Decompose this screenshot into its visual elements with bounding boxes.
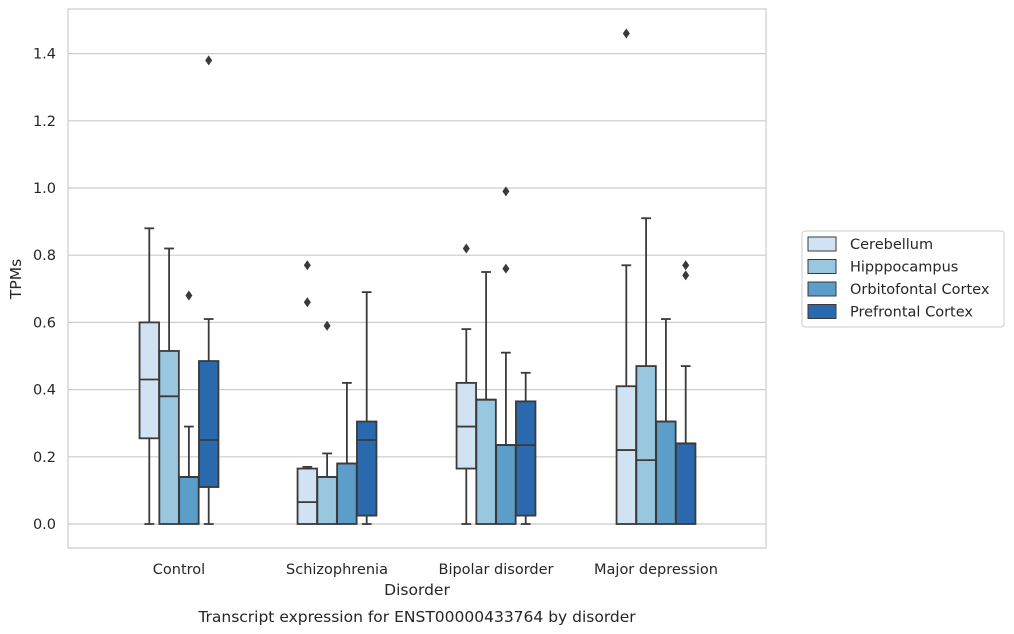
box-3-3: [675, 260, 697, 525]
y-tick-label: 0.2: [33, 450, 56, 466]
box-body: [675, 442, 697, 525]
outlier-point: [303, 260, 311, 271]
box-body: [356, 420, 378, 517]
box-body: [515, 400, 537, 517]
box-3-2: [655, 318, 677, 525]
y-axis-ticks: 0.0 0.2 0.4 0.6 0.8 1.0 1.2 1.4: [33, 47, 56, 533]
legend-label: Prefrontal Cortex: [850, 305, 973, 321]
outlier-point: [462, 243, 470, 254]
outlier-point: [682, 270, 690, 281]
outlier-point: [622, 28, 630, 39]
y-axis-title: TPMs: [7, 259, 25, 300]
box-body: [158, 350, 180, 525]
legend-swatch: [807, 281, 837, 297]
box-body: [655, 420, 677, 525]
legend-label: Hipppocampus: [850, 260, 958, 276]
box-0-2: [178, 290, 200, 525]
box-2-3: [515, 371, 537, 525]
box-3-1: [635, 217, 657, 525]
box-body: [495, 444, 517, 525]
outlier-point: [205, 55, 213, 66]
x-axis-ticks: Control Schizophrenia Bipolar disorder Majo…: [153, 562, 718, 578]
box-body: [198, 360, 220, 488]
y-tick-label: 1.2: [33, 114, 56, 130]
outlier-point: [185, 290, 193, 301]
legend: Cerebellum Hipppocampus Orbitofontal Corte…: [801, 230, 1005, 328]
outlier-point: [323, 320, 331, 331]
legend-frame: [801, 230, 1005, 328]
box-1-3: [356, 291, 378, 525]
legend-label: Cerebellum: [850, 237, 933, 253]
box-1-2: [336, 381, 358, 525]
y-tick-label: 0.4: [33, 383, 56, 399]
outlier-point: [303, 297, 311, 308]
box-body: [296, 467, 318, 525]
box-body: [336, 462, 358, 525]
x-tick-label: Major depression: [594, 562, 718, 578]
box-3-0: [615, 28, 637, 525]
box-body: [316, 476, 338, 525]
x-tick-label: Control: [153, 562, 205, 578]
outlier-point: [502, 186, 510, 197]
outlier-point: [682, 260, 690, 271]
box-body: [178, 476, 200, 525]
box-body: [475, 398, 497, 525]
box-0-0: [138, 227, 160, 525]
legend-swatch: [807, 259, 837, 274]
boxes: [138, 28, 697, 525]
y-tick-label: 0.8: [33, 248, 56, 264]
y-tick-label: 1.4: [33, 47, 56, 63]
box-2-0: [455, 243, 477, 525]
box-body: [615, 385, 637, 525]
box-body: [635, 365, 657, 525]
y-tick-label: 1.0: [33, 181, 56, 197]
y-tick-label: 0.0: [33, 517, 56, 533]
legend-swatch: [807, 304, 837, 319]
chart-caption: Transcript expression for ENST0000043376…: [197, 608, 636, 626]
legend-swatch: [807, 236, 837, 252]
legend-label: Orbitofontal Cortex: [850, 282, 990, 298]
x-tick-label: Bipolar disorder: [439, 562, 554, 578]
box-0-3: [198, 55, 220, 525]
box-0-1: [158, 247, 180, 525]
y-tick-label: 0.6: [33, 315, 56, 331]
outlier-point: [502, 263, 510, 274]
x-tick-label: Schizophrenia: [286, 562, 388, 578]
x-axis-title: Disorder: [384, 581, 450, 599]
box-1-1: [316, 320, 338, 525]
